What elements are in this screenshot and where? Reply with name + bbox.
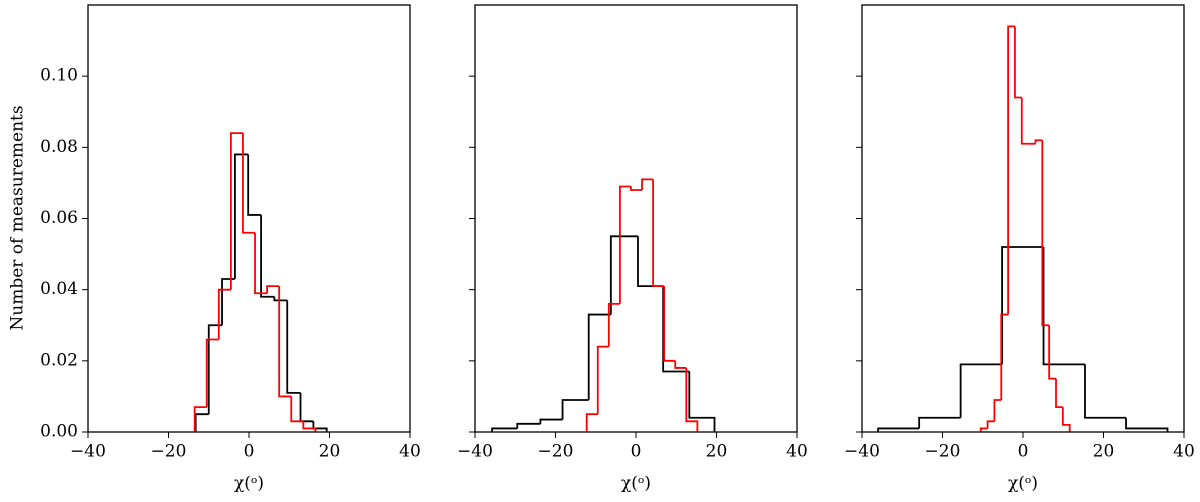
x-tick-label: −40 (70, 442, 106, 462)
histogram-bin (278, 286, 292, 398)
histogram-bin (652, 179, 665, 288)
histogram-bin (609, 235, 639, 315)
histogram-bin (637, 236, 664, 288)
histogram-bin (286, 300, 301, 394)
histogram-bin (993, 399, 1002, 422)
histogram-bin (302, 421, 317, 432)
plot-frame (87, 4, 411, 433)
histogram-bin (1034, 139, 1043, 144)
histogram-bin (1055, 378, 1063, 408)
x-tick-label: 0 (631, 442, 642, 462)
histogram-bin (194, 413, 209, 432)
histogram-bin (1048, 325, 1057, 380)
histogram-bin (619, 185, 631, 304)
histogram-bin (205, 338, 219, 408)
y-tick-label: 0.08 (40, 137, 78, 157)
histogram-bin (234, 153, 249, 279)
x-axis-label: χ(ᵒ) (621, 474, 651, 494)
histogram-bin (299, 392, 314, 423)
histogram-bin (607, 303, 620, 347)
histogram-bin (674, 360, 687, 369)
histogram-bin (1041, 140, 1050, 327)
x-tick-label: 40 (399, 442, 421, 462)
plot-frame (474, 4, 798, 433)
histogram-bin (918, 416, 961, 429)
histogram-bin (247, 154, 262, 216)
histogram-bin (242, 133, 256, 234)
x-tick-label: −20 (538, 442, 574, 462)
histogram-bin (290, 396, 304, 423)
histogram-bin (207, 324, 223, 415)
histogram-bin (630, 186, 643, 191)
histogram-bin (491, 427, 518, 432)
histogram-bin (986, 420, 995, 429)
y-tick-label: 0.02 (40, 350, 78, 370)
x-axis-label: χ(ᵒ) (1008, 474, 1038, 494)
histogram-bin (1061, 407, 1071, 432)
histogram-bin (587, 313, 611, 400)
histogram-bin (1014, 26, 1022, 99)
histogram-bin (688, 371, 716, 432)
histogram-bin (312, 421, 328, 432)
histogram-bin (516, 422, 541, 429)
y-tick-label: 0.04 (40, 279, 78, 299)
histogram-bin (193, 406, 207, 432)
histogram-bin (1042, 246, 1085, 366)
histogram-bin (221, 278, 235, 326)
histogram-bin (662, 286, 690, 373)
histogram-bin (1007, 25, 1015, 315)
histogram-bin (229, 132, 243, 290)
x-tick-label: 20 (706, 442, 728, 462)
histogram-bin (273, 296, 288, 302)
histogram-bin (979, 427, 988, 432)
histogram-bin (260, 214, 275, 298)
x-tick-label: 20 (1093, 442, 1115, 462)
histogram-bin (561, 399, 589, 420)
histogram-bin (877, 427, 920, 432)
histogram-bin (959, 363, 1003, 418)
x-tick-label: −20 (151, 442, 187, 462)
histogram-bin (596, 345, 609, 415)
x-tick-label: 0 (1018, 442, 1029, 462)
histogram-bin (254, 232, 268, 295)
x-tick-label: −40 (457, 442, 493, 462)
y-tick-label: 0.06 (40, 208, 78, 228)
histogram-bin (1000, 313, 1009, 400)
y-axis-label: Number of measurements (8, 105, 28, 330)
x-tick-label: 40 (1173, 442, 1195, 462)
histogram-bin (217, 288, 231, 340)
histogram-bin (1020, 97, 1029, 145)
y-tick-label: 0.10 (40, 66, 78, 86)
plot-frame (861, 4, 1185, 433)
histogram-bin (663, 286, 676, 362)
histogram-bin (539, 418, 563, 424)
x-tick-label: 40 (786, 442, 808, 462)
x-tick-label: −40 (844, 442, 880, 462)
histogram-bin (266, 285, 280, 294)
x-axis-label: χ(ᵒ) (234, 474, 264, 494)
histogram-bin (1125, 417, 1169, 432)
x-tick-label: −20 (925, 442, 961, 462)
histogram-bin (641, 178, 654, 191)
y-tick-label: 0.00 (40, 422, 78, 442)
histogram-bin (585, 413, 598, 432)
histogram-bin (685, 367, 699, 432)
x-tick-label: 20 (319, 442, 341, 462)
histogram-bin (1084, 364, 1127, 419)
x-tick-label: 0 (244, 442, 255, 462)
